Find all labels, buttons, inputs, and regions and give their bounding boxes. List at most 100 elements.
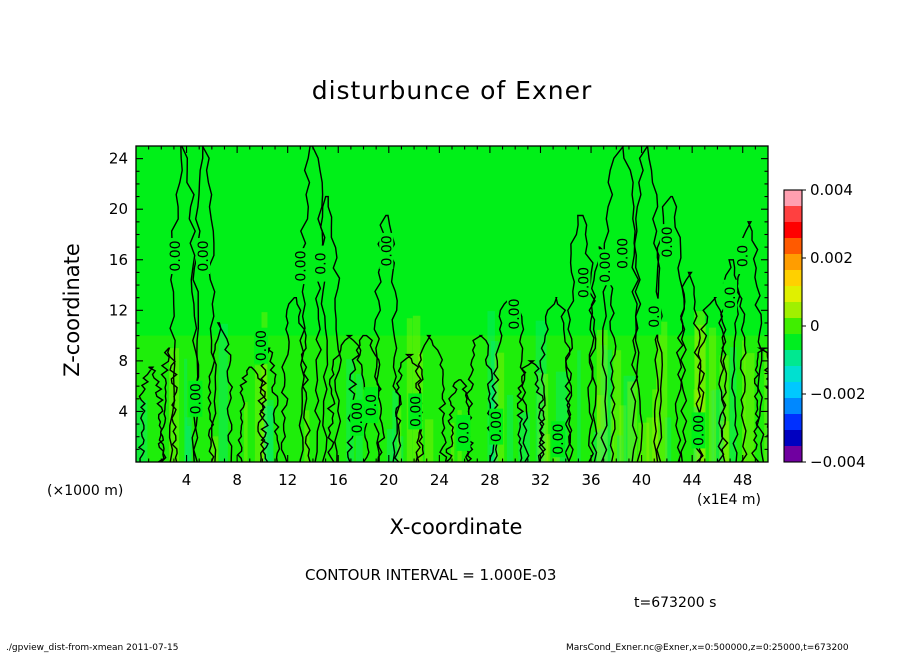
contour-label-bg (408, 393, 423, 430)
contour-line (751, 347, 768, 462)
contour-label-bg (506, 296, 521, 333)
contour-label-bg (196, 238, 210, 274)
colorbar-swatch (784, 366, 802, 383)
contour-label-bg (168, 238, 183, 274)
shade-streak (596, 395, 605, 462)
contour-label-text: 0.0 (723, 287, 739, 309)
contour-label: 0.00 (188, 380, 204, 417)
colorbar-swatch (784, 334, 802, 351)
shade-streak (604, 349, 612, 462)
y-tick-label: 12 (109, 301, 128, 319)
y-tick-label: 16 (109, 251, 128, 269)
colorbar-tick-label: 0 (810, 317, 820, 335)
colorbar-swatch (784, 286, 802, 303)
contour-label-bg (293, 248, 308, 285)
contour-label-text: 0.00 (293, 251, 309, 282)
shade-streak (543, 373, 549, 462)
shade-streak (210, 436, 219, 462)
contour-label-bg (615, 235, 630, 272)
shade-streak (406, 318, 413, 462)
contour-line (717, 259, 748, 462)
shade-streak (487, 311, 495, 462)
contour-label: 0.00 (615, 235, 632, 272)
contour-label-bg (313, 245, 328, 282)
shade-streak (742, 340, 746, 462)
colorbar-tick-label: 0.002 (810, 249, 853, 267)
x-tick-label: 48 (733, 471, 752, 489)
x-tick-label: 16 (329, 471, 348, 489)
shade-streak (610, 398, 614, 462)
contour-label-bg (576, 264, 591, 301)
shade-streak (536, 372, 545, 462)
shade-streak (708, 327, 717, 462)
footer-left: ./gpview_dist-from-xmean 2011-07-15 (6, 643, 179, 653)
contour-line (207, 322, 234, 462)
x-unit-label-right: (x1E4 m) (697, 492, 761, 508)
contour-interval-label: CONTOUR INTERVAL = 1.000E-03 (305, 566, 557, 584)
shade-streak (261, 312, 268, 462)
shade-streak (665, 417, 672, 462)
colorbar: 0.004 0.002 0 −0.002 −0.004 (783, 181, 866, 471)
contour-line (587, 246, 617, 462)
shade-streak (243, 402, 248, 462)
shade-streak (627, 381, 638, 462)
x-axis: 4 8 12 16 20 24 28 32 36 40 44 48 (148, 146, 756, 489)
contour-label: 0.00 (489, 408, 505, 445)
y-tick-label: 20 (109, 200, 128, 218)
contour-line (653, 195, 688, 462)
y-axis: 4 8 12 16 20 24 (109, 150, 768, 450)
colorbar-swatch (784, 318, 802, 335)
contour-label-text: 0.00 (660, 227, 676, 258)
shade-streak (729, 347, 737, 462)
shade-streak (136, 400, 148, 462)
shade-streak (186, 425, 191, 462)
contour-label: 0.0 (723, 279, 739, 316)
contour-label-text: 0.00 (489, 411, 505, 442)
shade-streak (494, 352, 505, 462)
footer-right: MarsCond_Exner.nc@Exner,x=0:500000,z=0:2… (566, 643, 849, 653)
shade-streak (424, 419, 434, 462)
y-axis-label: Z-coordinate (60, 243, 84, 377)
shade-streak (619, 405, 627, 462)
contour-line (236, 366, 269, 462)
x-tick-label: 24 (430, 471, 449, 489)
contour-label: 0.00 (576, 264, 593, 301)
contour-label-bg (188, 380, 203, 417)
contour-label: 0.00 (551, 421, 567, 458)
contour-label: 0.0 (364, 387, 380, 424)
contour-label-text: 0.00 (551, 424, 567, 455)
shade-streak (218, 323, 228, 462)
contour-label: 0.00 (350, 399, 366, 436)
colorbar-swatch (784, 382, 802, 399)
contour-label-bg (647, 298, 662, 335)
shade-streak (184, 358, 188, 462)
shade-streak (765, 356, 768, 462)
contour-line (158, 347, 178, 462)
contour-label: 0.00 (691, 412, 708, 449)
contour-line (564, 214, 598, 462)
colorbar-swatch (784, 302, 802, 319)
contour-label-bg (659, 224, 674, 261)
contour-labels: 0.00 0.00 0.00 0.0 0.000.000.000.000.0 0.000.… (168, 224, 752, 458)
contour-label-text: 0.00 (350, 402, 366, 433)
shade-streak (710, 390, 715, 462)
shade-streak (623, 375, 636, 462)
shade-streak (646, 417, 659, 462)
x-axis-label: X-coordinate (389, 515, 523, 539)
contour-line (298, 146, 329, 462)
colorbar-tick-label: 0.004 (810, 181, 853, 199)
contour-label-text: 0.00 (616, 238, 632, 269)
shade-streak (596, 329, 608, 462)
colorbar-swatch (784, 430, 802, 447)
contour-label-text: 0.00 (188, 383, 204, 414)
colorbar-tick-label: −0.004 (810, 453, 866, 471)
colorbar-swatch (784, 398, 802, 415)
contour-label-text: 0.00 (196, 240, 212, 271)
contour-label-bg (723, 279, 738, 316)
x-tick-label: 32 (531, 471, 550, 489)
contour-label-bg (456, 414, 471, 451)
shade-streak (613, 350, 622, 462)
contour-line (346, 334, 386, 462)
colorbar-swatch (784, 254, 802, 271)
shade-streak (535, 320, 547, 462)
